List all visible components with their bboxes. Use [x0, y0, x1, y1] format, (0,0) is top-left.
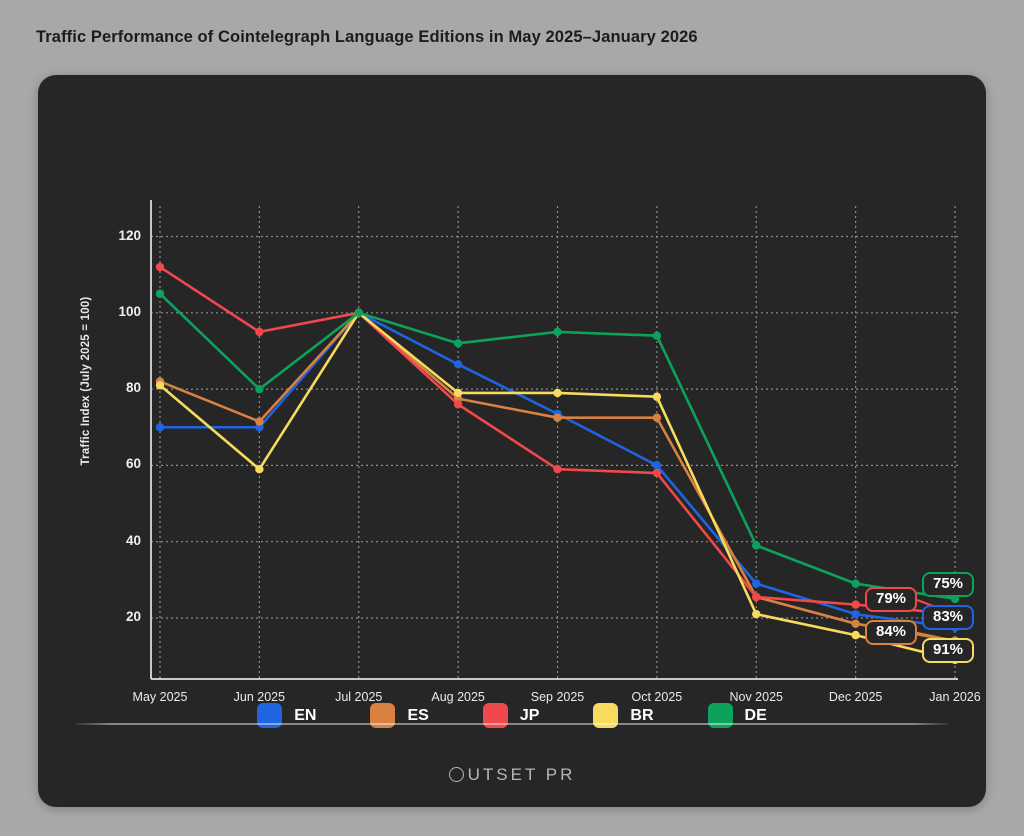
- footer-logo: UTSET PR: [38, 765, 986, 785]
- footer-logo-text: UTSET PR: [467, 765, 576, 784]
- page-title: Traffic Performance of Cointelegraph Lan…: [36, 28, 698, 46]
- y-tick-20: 20: [125, 608, 141, 624]
- legend-item-en[interactable]: EN: [257, 703, 316, 728]
- legend-label-de: DE: [744, 706, 767, 724]
- legend-swatch-en-icon: [257, 703, 283, 728]
- x-tick-may-2025: May 2025: [132, 690, 188, 704]
- legend-item-de[interactable]: DE: [707, 703, 767, 728]
- legend-swatch-es-icon: [370, 703, 396, 728]
- legend-item-jp[interactable]: JP: [482, 703, 540, 728]
- y-tick-80: 80: [125, 380, 141, 396]
- chart-panel: Traffic Index (July 2025 = 100) 20 40 60 80…: [38, 75, 986, 807]
- x-tick-aug-2025: Aug 2025: [431, 690, 485, 704]
- legend-swatch-br-icon: [593, 703, 619, 728]
- legend-swatch-jp-icon: [482, 703, 508, 728]
- y-tick-120: 120: [118, 227, 141, 243]
- x-tick-jul-2025: Jul 2025: [335, 690, 383, 704]
- x-tick-sep-2025: Sep 2025: [530, 690, 585, 704]
- chart-legend: EN ES JP BR DE: [38, 703, 986, 728]
- x-tick-dec-2025: Dec 2025: [828, 690, 883, 704]
- legend-label-jp: JP: [519, 706, 540, 724]
- legend-item-es[interactable]: ES: [370, 703, 429, 728]
- line-chart-svg: [150, 200, 960, 680]
- x-tick-nov-2025: Nov 2025: [729, 690, 783, 704]
- legend-label-br: BR: [630, 706, 654, 724]
- legend-label-es: ES: [407, 706, 429, 724]
- jp-drop-callout: 79%: [865, 587, 918, 612]
- x-tick-oct-2025: Oct 2025: [631, 690, 683, 704]
- legend-label-en: EN: [294, 706, 317, 724]
- x-tick-jan-2026: Jan 2026: [929, 690, 981, 704]
- y-tick-100: 100: [118, 303, 141, 319]
- y-tick-60: 60: [125, 456, 141, 472]
- de-drop-callout: 75%: [922, 572, 975, 597]
- plot-area: Traffic Index (July 2025 = 100) 20 40 60 80…: [38, 75, 986, 704]
- br-drop-callout: 91%: [922, 638, 975, 663]
- x-tick-jun-2025: Jun 2025: [233, 690, 286, 704]
- circle-o-icon: [448, 767, 464, 782]
- footer-divider: [76, 723, 948, 725]
- y-tick-40: 40: [125, 532, 141, 548]
- legend-item-br[interactable]: BR: [593, 703, 654, 728]
- legend-swatch-de-icon: [707, 703, 733, 728]
- es-drop-callout: 84%: [865, 620, 918, 645]
- en-drop-callout: 83%: [922, 605, 975, 630]
